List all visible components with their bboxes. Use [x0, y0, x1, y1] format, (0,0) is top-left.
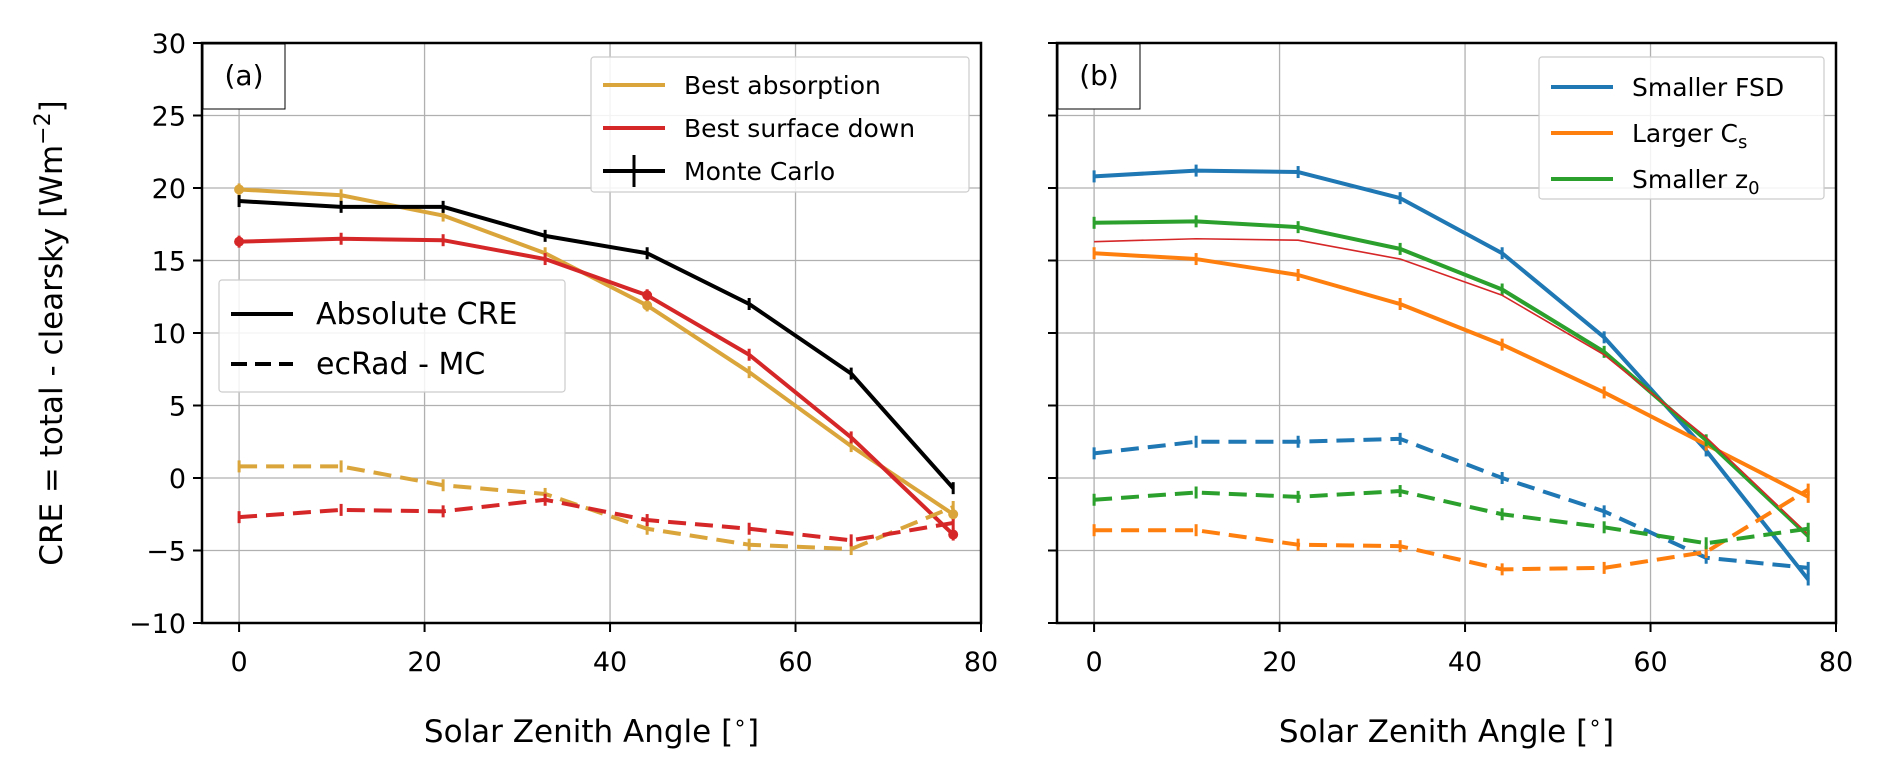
- data-point-dot: [948, 509, 959, 520]
- style-legend: Absolute CRE ecRad - MC: [218, 279, 566, 393]
- y-axis-label-end: ]: [34, 100, 70, 112]
- plot-frame: [1055, 41, 1838, 625]
- legend-label: Best absorption: [684, 71, 881, 100]
- legend: Smaller FSD Larger Cs Smaller z0: [1538, 56, 1825, 200]
- x-axis-label-degree: ∘: [733, 711, 747, 736]
- x-tick-label: 0: [1086, 647, 1103, 678]
- data-point-dot: [948, 529, 959, 540]
- x-tick-label: 60: [778, 647, 812, 678]
- series-line-best-absorption-solid: [238, 187, 955, 516]
- y-tick-label: 25: [152, 102, 186, 133]
- series-line-reference-thin: [1094, 237, 1809, 536]
- x-tick-label: 20: [1262, 647, 1296, 678]
- series-line-smaller-fsd-solid: [1093, 168, 1810, 581]
- y-tick-label: 30: [152, 29, 186, 60]
- legend-label-subscript: 0: [1748, 178, 1759, 199]
- legend-label: Larger Cs: [1632, 119, 1747, 153]
- series-line-best-surface-down-solid: [239, 236, 955, 536]
- y-tick-label: 0: [169, 464, 186, 495]
- y-axis-label-text: CRE = total - clearsky [Wm: [34, 145, 70, 566]
- y-axis-label-exponent: −2: [31, 112, 56, 144]
- plot-frame: [200, 41, 983, 625]
- y-tick-label: 5: [169, 392, 186, 423]
- panel-tag-box: [202, 43, 286, 110]
- legend-label: Smaller FSD: [1632, 73, 1784, 102]
- y-tick-label: 10: [152, 319, 186, 350]
- series-line-smaller-fsd-dashed: [1093, 436, 1809, 570]
- legend-box: [1538, 56, 1825, 200]
- series-line-larger-c-s-solid: [1093, 251, 1810, 499]
- legend-label-subscript: s: [1738, 132, 1747, 153]
- series-line-best-surface-down-dashed: [238, 497, 954, 543]
- x-tick-label: 20: [407, 647, 441, 678]
- series-line-monte-carlo-solid: [238, 199, 955, 490]
- x-tick-label: 0: [231, 647, 248, 678]
- style-legend-label: ecRad - MC: [316, 347, 485, 382]
- series-line-best-absorption-dashed: [239, 464, 954, 552]
- panel-tag-label: (b): [1079, 59, 1119, 92]
- x-tick-label: 80: [964, 647, 998, 678]
- x-axis-label-text: Solar Zenith Angle [: [1279, 714, 1588, 750]
- style-legend-box: [218, 279, 566, 393]
- x-axis-label-end: ]: [1602, 714, 1614, 750]
- x-axis-label: Solar Zenith Angle [∘]: [1279, 711, 1614, 750]
- x-tick-label: 40: [1448, 647, 1482, 678]
- legend-label-main: Smaller z: [1632, 165, 1748, 194]
- y-tick-label: −10: [129, 609, 186, 640]
- x-tick-label: 60: [1633, 647, 1667, 678]
- x-axis-label: Solar Zenith Angle [∘]: [424, 711, 759, 750]
- chart-panel-a: 0 20 40 60 80 −10 −5 0 5 10 15 20 25 30 (a) Solar Zenit…: [129, 29, 998, 750]
- x-tick-label: 40: [593, 647, 627, 678]
- x-axis-label-end: ]: [747, 714, 759, 750]
- data-point-dot: [234, 184, 245, 195]
- y-tick-label: −5: [146, 537, 186, 568]
- legend-label: Monte Carlo: [684, 157, 835, 186]
- panel-tag-box: [1057, 43, 1141, 110]
- legend: Best absorption Best surface down Monte Ca…: [590, 56, 970, 193]
- y-tick-label: 15: [152, 247, 186, 278]
- y-tick-label: 20: [152, 174, 186, 205]
- style-legend-label: Absolute CRE: [316, 297, 517, 332]
- chart-panel-b: 0 20 40 60 80 (b) Solar Zenith Angle [∘] Smalle…: [1048, 41, 1853, 750]
- series-line-larger-c-s-dashed: [1094, 487, 1810, 572]
- x-axis-label-text: Solar Zenith Angle [: [424, 714, 733, 750]
- x-tick-label: 80: [1819, 647, 1853, 678]
- panel-tag: (b): [1057, 43, 1141, 110]
- panel-tag: (a): [202, 43, 286, 110]
- legend-label: Best surface down: [684, 114, 915, 143]
- legend-label-main: Larger C: [1632, 119, 1738, 148]
- x-axis-label-degree: ∘: [1588, 711, 1602, 736]
- y-axis-label: CRE = total - clearsky [Wm−2]: [31, 100, 70, 565]
- data-point-dot: [642, 300, 653, 311]
- legend-label: Smaller z0: [1632, 165, 1760, 199]
- data-point-dot: [642, 290, 653, 301]
- series-line-smaller-z-0-dashed: [1093, 489, 1809, 546]
- data-point-dot: [234, 236, 245, 247]
- panel-tag-label: (a): [224, 59, 263, 92]
- series-line-smaller-z-0-solid: [1094, 219, 1810, 538]
- legend-box: [590, 56, 970, 193]
